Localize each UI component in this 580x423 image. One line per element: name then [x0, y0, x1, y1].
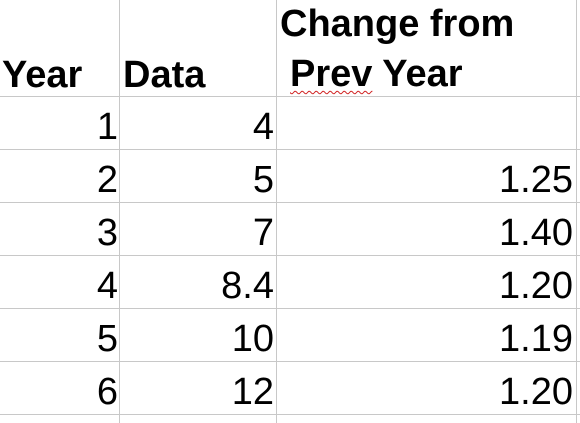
cell-change[interactable]: 1.19	[499, 318, 573, 360]
row-divider	[0, 96, 580, 97]
header-change-line2[interactable]: Prev Year	[290, 55, 463, 93]
cell-data[interactable]: 4	[252, 106, 274, 148]
cell-data[interactable]: 10	[231, 318, 274, 360]
cell-change[interactable]: 1.40	[499, 212, 573, 254]
column-divider	[276, 0, 277, 423]
header-data-label: Data	[123, 54, 206, 96]
cell-year[interactable]: 6	[96, 371, 118, 413]
cell-data[interactable]: 5	[252, 159, 274, 201]
header-year[interactable]: Year	[2, 56, 82, 94]
cell-data[interactable]: 8.4	[221, 265, 274, 307]
row-divider	[0, 202, 580, 203]
row-divider	[0, 414, 580, 415]
cell-change[interactable]: 1.20	[499, 371, 573, 413]
cell-year[interactable]: 4	[96, 265, 118, 307]
header-change-label-line1: Change from	[280, 3, 515, 45]
column-divider	[119, 0, 120, 423]
cell-year[interactable]: 1	[96, 106, 118, 148]
header-year-label: Year	[2, 54, 83, 96]
header-change-word-prev: Prev	[290, 53, 373, 95]
header-data[interactable]: Data	[123, 56, 205, 94]
cell-change[interactable]: 1.20	[499, 265, 573, 307]
header-change-line1[interactable]: Change from	[280, 5, 514, 43]
header-change-word-year: Year	[382, 53, 463, 95]
cell-data[interactable]: 12	[231, 371, 274, 413]
cell-year[interactable]: 5	[96, 318, 118, 360]
row-divider	[0, 361, 580, 362]
row-divider	[0, 308, 580, 309]
column-divider	[576, 0, 577, 423]
cell-data[interactable]: 7	[252, 212, 274, 254]
cell-year[interactable]: 2	[96, 159, 118, 201]
row-divider	[0, 149, 580, 150]
row-divider	[0, 255, 580, 256]
cell-change[interactable]: 1.25	[499, 159, 573, 201]
cell-year[interactable]: 3	[96, 212, 118, 254]
